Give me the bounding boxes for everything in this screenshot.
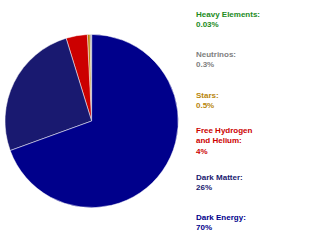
svg-text:Dark Energy:70%: Dark Energy:70% bbox=[196, 213, 246, 232]
svg-text:Free Hydrogenand Helium:4%: Free Hydrogenand Helium:4% bbox=[196, 126, 253, 156]
svg-text:Stars:0.5%: Stars:0.5% bbox=[196, 91, 219, 110]
svg-text:Heavy Elements:0.03%: Heavy Elements:0.03% bbox=[196, 10, 260, 29]
svg-text:Neutrinos:0.3%: Neutrinos:0.3% bbox=[196, 50, 236, 69]
svg-text:Dark Matter:26%: Dark Matter:26% bbox=[196, 173, 243, 192]
